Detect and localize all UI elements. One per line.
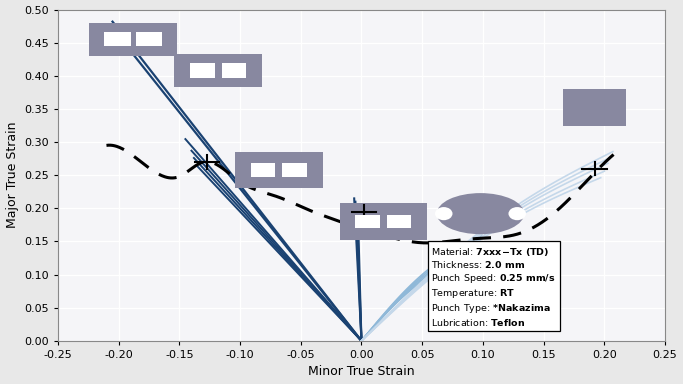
Ellipse shape bbox=[436, 193, 525, 234]
Bar bbox=[251, 162, 275, 177]
X-axis label: Minor True Strain: Minor True Strain bbox=[308, 366, 415, 379]
Bar bbox=[282, 162, 307, 177]
Y-axis label: Major True Strain: Major True Strain bbox=[5, 122, 18, 228]
Bar bbox=[387, 215, 411, 228]
Text: Material: $\mathbf{7xxx\!-\!Tx\ (TD)}$
Thickness: $\mathbf{2.0\ mm}$
Punch Speed: Material: $\mathbf{7xxx\!-\!Tx\ (TD)}$ T… bbox=[431, 246, 556, 328]
Bar bbox=[104, 32, 130, 46]
Bar bbox=[355, 215, 380, 228]
Bar bbox=[190, 63, 214, 78]
Bar bbox=[339, 204, 427, 240]
Bar bbox=[89, 23, 177, 56]
Bar bbox=[222, 63, 246, 78]
Ellipse shape bbox=[435, 207, 453, 220]
Ellipse shape bbox=[508, 207, 526, 220]
Bar bbox=[235, 152, 322, 188]
Bar bbox=[136, 32, 162, 46]
Bar bbox=[174, 54, 262, 87]
Bar bbox=[563, 89, 626, 126]
